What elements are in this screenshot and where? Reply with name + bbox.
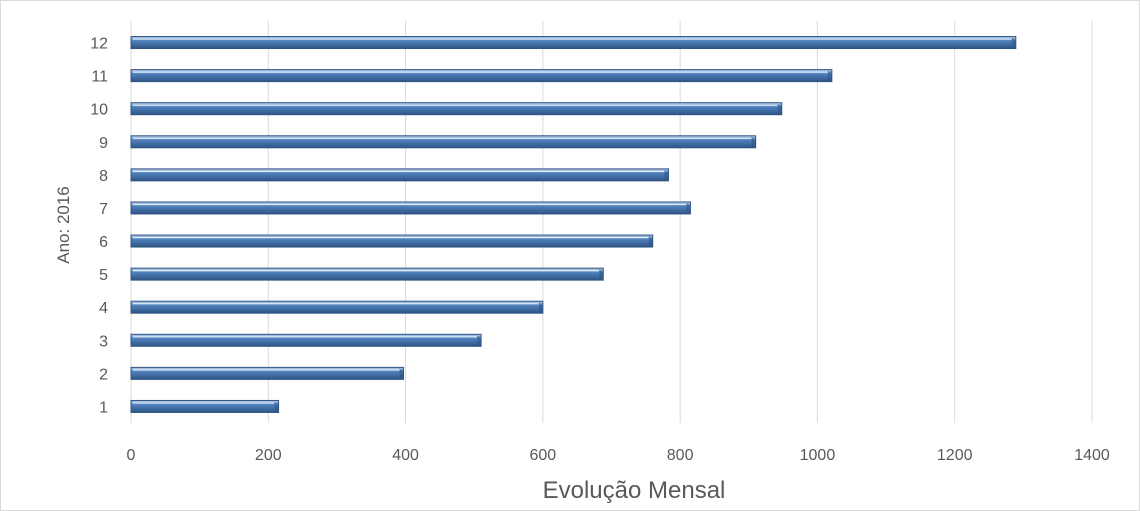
bar-rect-5	[130, 267, 604, 281]
bar-5	[130, 267, 604, 281]
bar-rect-10	[130, 102, 783, 116]
bar-cap-7	[686, 202, 691, 213]
bar-rect-9	[130, 135, 757, 149]
x-tick-label: 800	[667, 447, 694, 464]
y-tick-label: 7	[99, 201, 108, 218]
bar-cap-10	[777, 103, 782, 114]
bar-11	[130, 69, 833, 83]
bar-cap-1	[274, 401, 279, 412]
bar-rect-3	[130, 333, 482, 347]
bar-4	[130, 300, 544, 314]
x-tick-label: 0	[127, 447, 136, 464]
bar-cap-5	[599, 269, 604, 280]
y-tick-label: 10	[90, 102, 108, 119]
bar-cap-3	[477, 335, 482, 346]
y-tick-label: 9	[99, 135, 108, 152]
y-tick-label: 5	[99, 267, 108, 284]
bar-cap-4	[538, 302, 543, 313]
bar-cap-2	[399, 368, 404, 379]
y-tick-label: 12	[90, 36, 108, 53]
bar-6	[130, 234, 654, 248]
bar-10	[130, 102, 783, 116]
bar-rect-1	[130, 399, 280, 413]
x-tick-labels: 0 200 400 600 800 1000 1200 1400	[127, 447, 1110, 464]
x-tick-label: 1200	[937, 447, 973, 464]
bar-cap-11	[827, 70, 832, 81]
bar-rect-2	[130, 366, 405, 380]
bar-8	[130, 168, 669, 182]
y-tick-label: 11	[91, 69, 108, 86]
bar-cap-9	[751, 136, 756, 147]
bar-2	[130, 366, 405, 380]
bar-rect-8	[130, 168, 669, 182]
bar-3	[130, 333, 482, 347]
x-tick-label: 200	[255, 447, 282, 464]
bar-rect-11	[130, 69, 833, 83]
y-axis-title: Ano: 2016	[54, 186, 73, 264]
bar-rect-4	[130, 300, 544, 314]
x-tick-label: 1400	[1074, 447, 1110, 464]
x-tick-label: 1000	[800, 447, 836, 464]
bar-cap-6	[648, 236, 653, 247]
bar-7	[130, 201, 691, 215]
bar-rect-12	[130, 36, 1017, 50]
bars	[130, 36, 1017, 413]
bar-1	[130, 399, 280, 413]
y-tick-label: 4	[99, 300, 108, 317]
bar-cap-12	[1011, 37, 1016, 48]
y-tick-label: 2	[99, 366, 108, 383]
bar-12	[130, 36, 1017, 50]
bar-cap-8	[664, 169, 669, 180]
y-tick-label: 1	[99, 399, 108, 416]
gridlines	[130, 21, 1093, 423]
y-tick-label: 8	[99, 168, 108, 185]
bar-rect-6	[130, 234, 654, 248]
y-tick-label: 6	[99, 234, 108, 251]
x-axis-title: Evolução Mensal	[543, 477, 726, 504]
x-tick-label: 600	[530, 447, 557, 464]
bar-9	[130, 135, 757, 149]
bar-rect-7	[130, 201, 691, 215]
x-tick-label: 400	[392, 447, 419, 464]
y-tick-label: 3	[99, 333, 108, 350]
